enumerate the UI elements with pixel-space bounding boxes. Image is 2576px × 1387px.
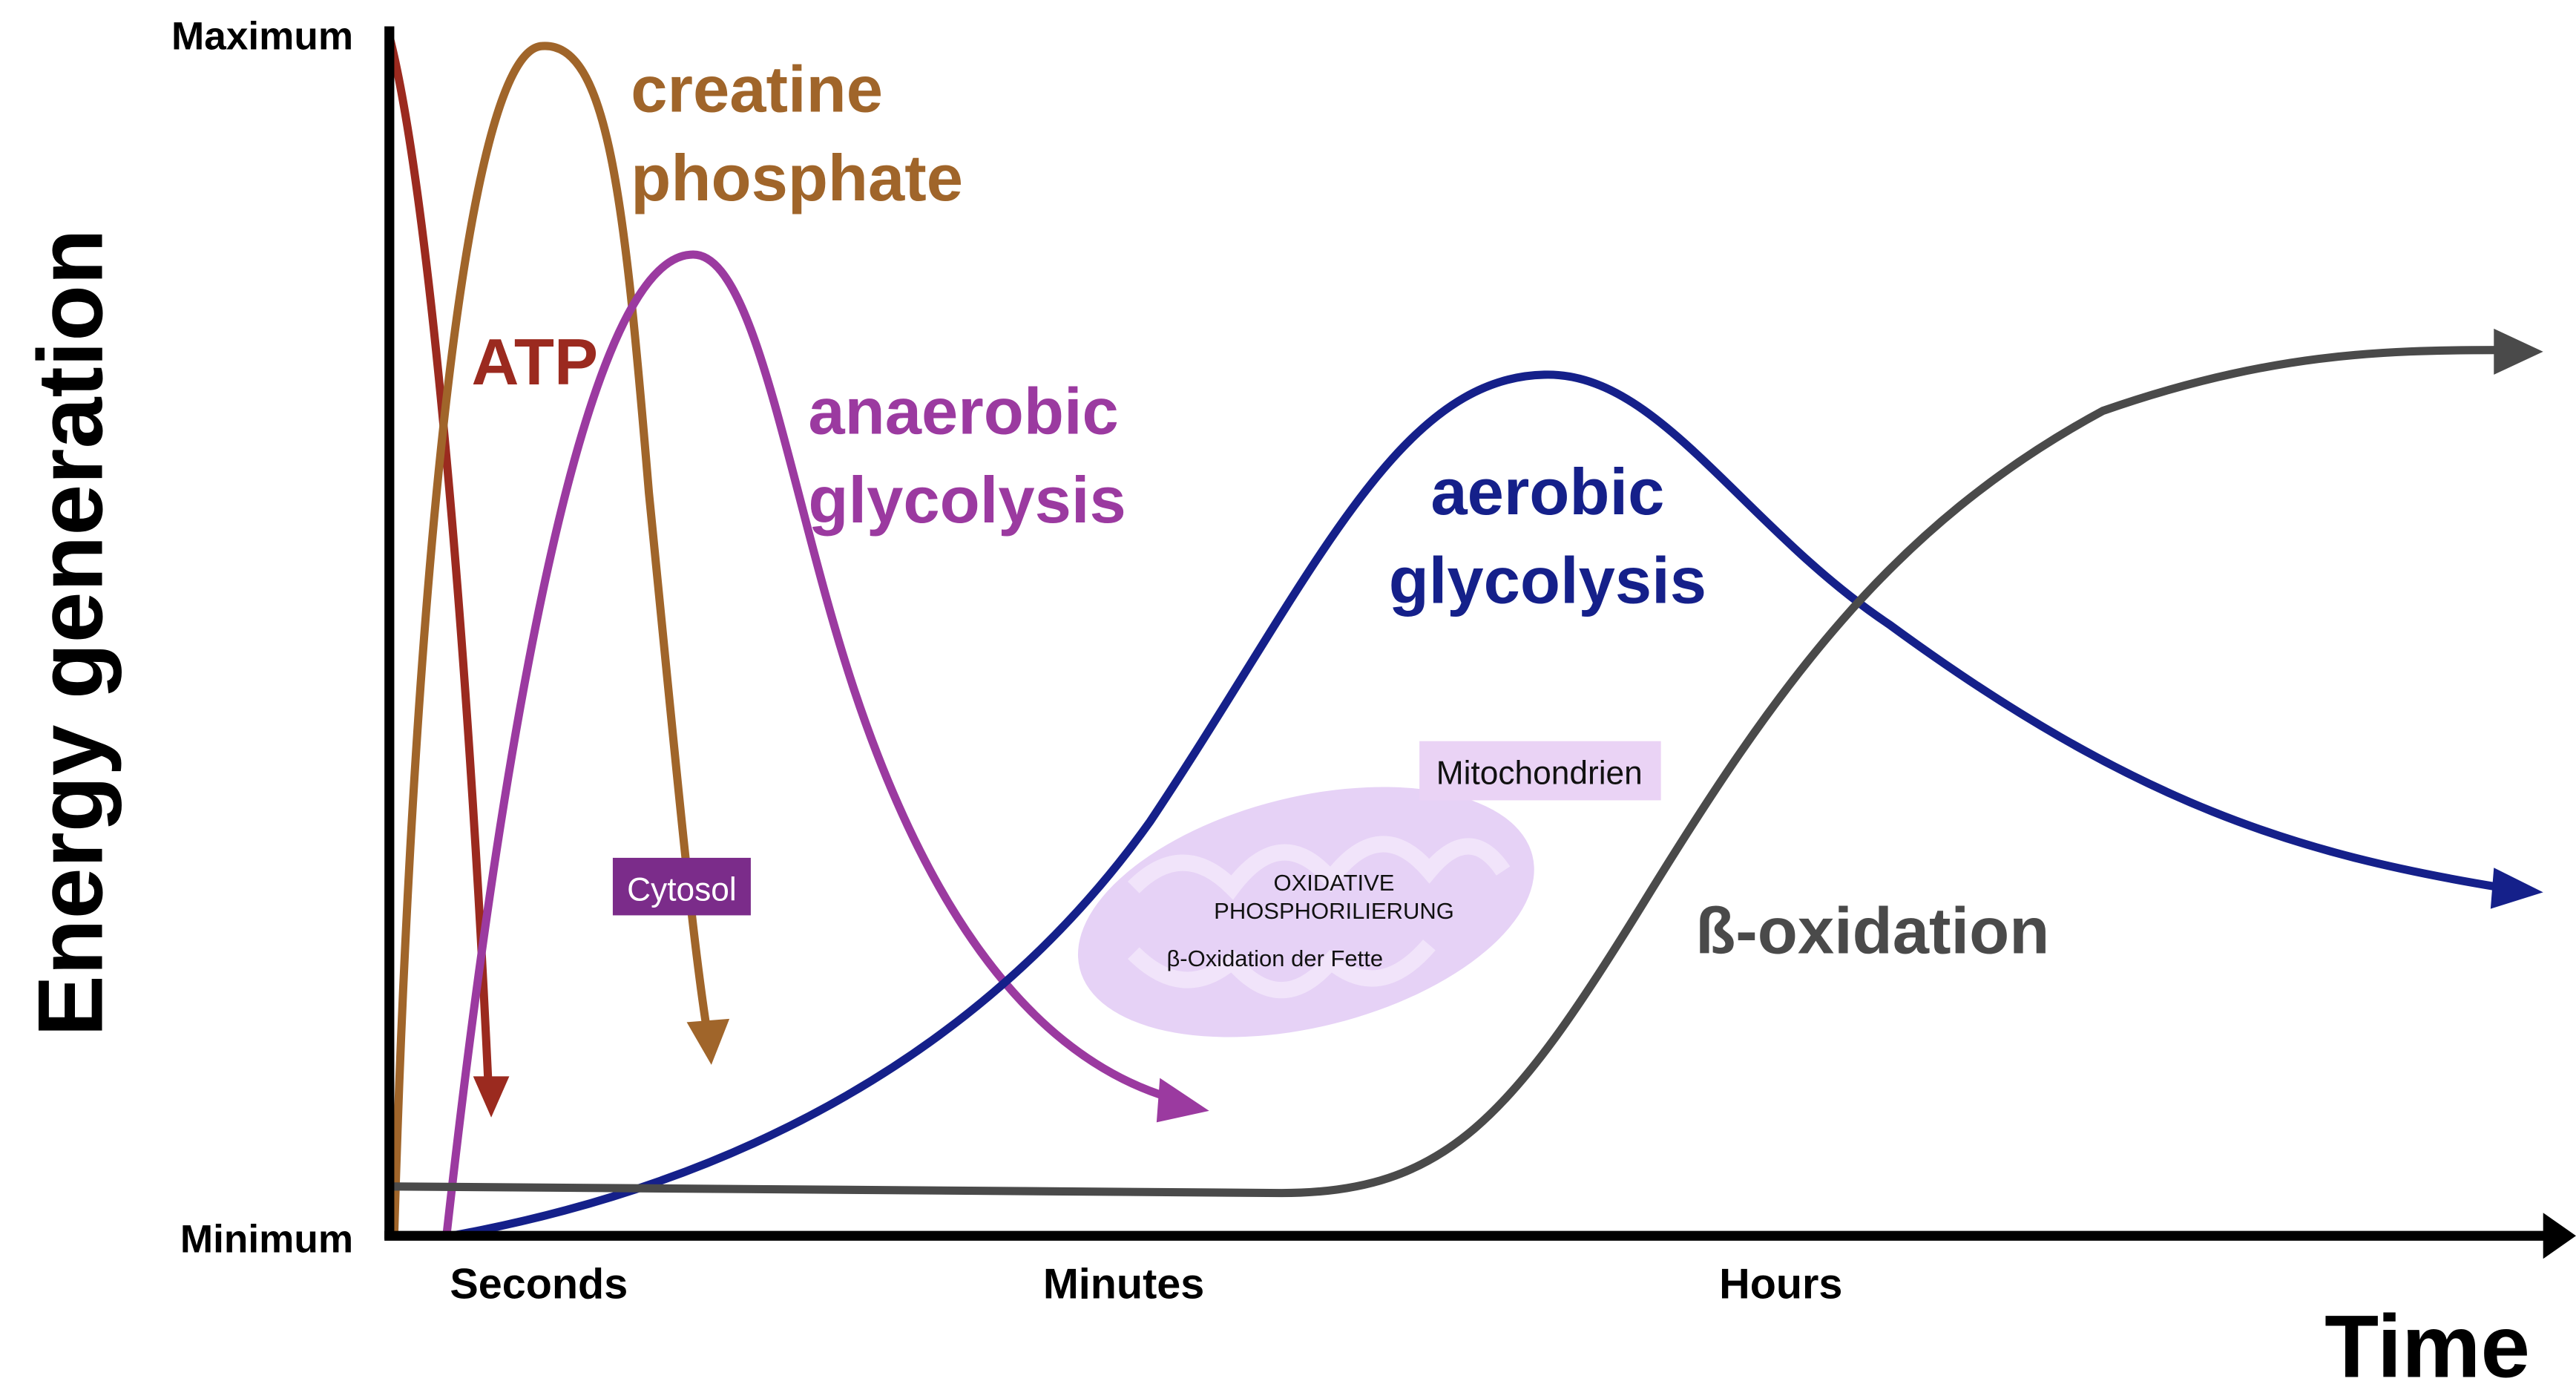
arrow (2543, 1213, 2576, 1259)
creatine-curve (390, 42, 711, 1237)
x-category: Seconds (450, 1260, 628, 1308)
y-label: Energy generation (19, 229, 122, 1037)
beta-curve (390, 346, 2502, 1198)
aerobic-curve (447, 370, 2505, 1240)
curve-label: glycolysis (808, 463, 1126, 537)
cytosol-box (612, 857, 751, 916)
curve-label: anaerobic (808, 375, 1118, 448)
curve-label: glycolysis (1389, 544, 1706, 617)
mito-text: OXIDATIVE (1274, 870, 1395, 896)
mito-box (1419, 741, 1661, 801)
arrow (1156, 1078, 1209, 1123)
x-category: Minutes (1043, 1260, 1204, 1308)
curve-label: creatine (631, 53, 883, 126)
mitochondrion (1077, 787, 1534, 1037)
x-category: Hours (1719, 1260, 1842, 1308)
anaerobic-curve (442, 250, 1174, 1237)
curve-label: ATP (472, 325, 599, 399)
arrow (473, 1076, 510, 1118)
cytosol-label: Cytosol (627, 872, 737, 908)
mito-label: Mitochondrien (1436, 755, 1643, 791)
atp-curve (385, 32, 493, 1081)
curve-label: aerobic (1430, 455, 1664, 528)
y-max: Maximum (171, 14, 353, 58)
arrow (686, 1018, 730, 1065)
curve-label: phosphate (631, 141, 963, 214)
x-label: Time (2324, 1298, 2530, 1387)
curve-label: ß-oxidation (1695, 893, 2049, 967)
mito-text: β-Oxidation der Fette (1166, 945, 1383, 971)
arrow (2494, 328, 2543, 375)
arrow (2490, 868, 2543, 909)
y-min: Minimum (180, 1217, 353, 1261)
mito-text: PHOSPHORILIERUNG (1214, 898, 1454, 924)
